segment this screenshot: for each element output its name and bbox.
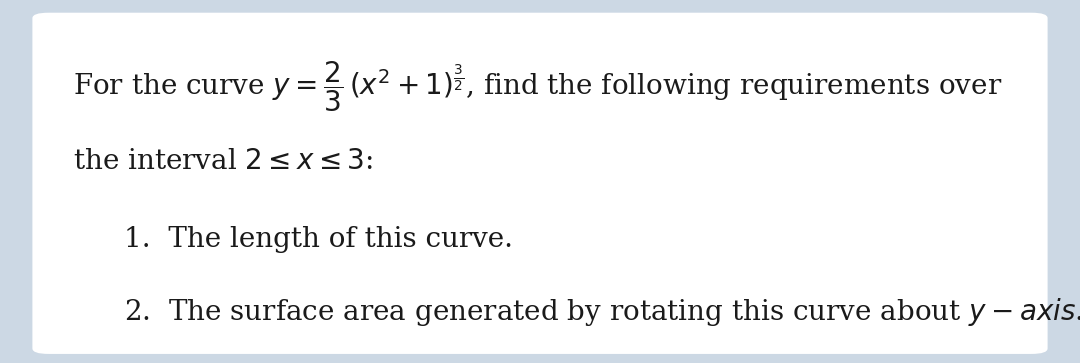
Text: the interval $2 \leq x \leq 3$:: the interval $2 \leq x \leq 3$:	[73, 148, 374, 175]
Text: For the curve $y = \dfrac{2}{3}\,(x^2 + 1)^{\frac{3}{2}}$, find the following re: For the curve $y = \dfrac{2}{3}\,(x^2 + …	[73, 60, 1002, 114]
Text: 2.  The surface area generated by rotating this curve about $y - axis$.: 2. The surface area generated by rotatin…	[124, 296, 1080, 328]
Text: 1.  The length of this curve.: 1. The length of this curve.	[124, 226, 513, 253]
